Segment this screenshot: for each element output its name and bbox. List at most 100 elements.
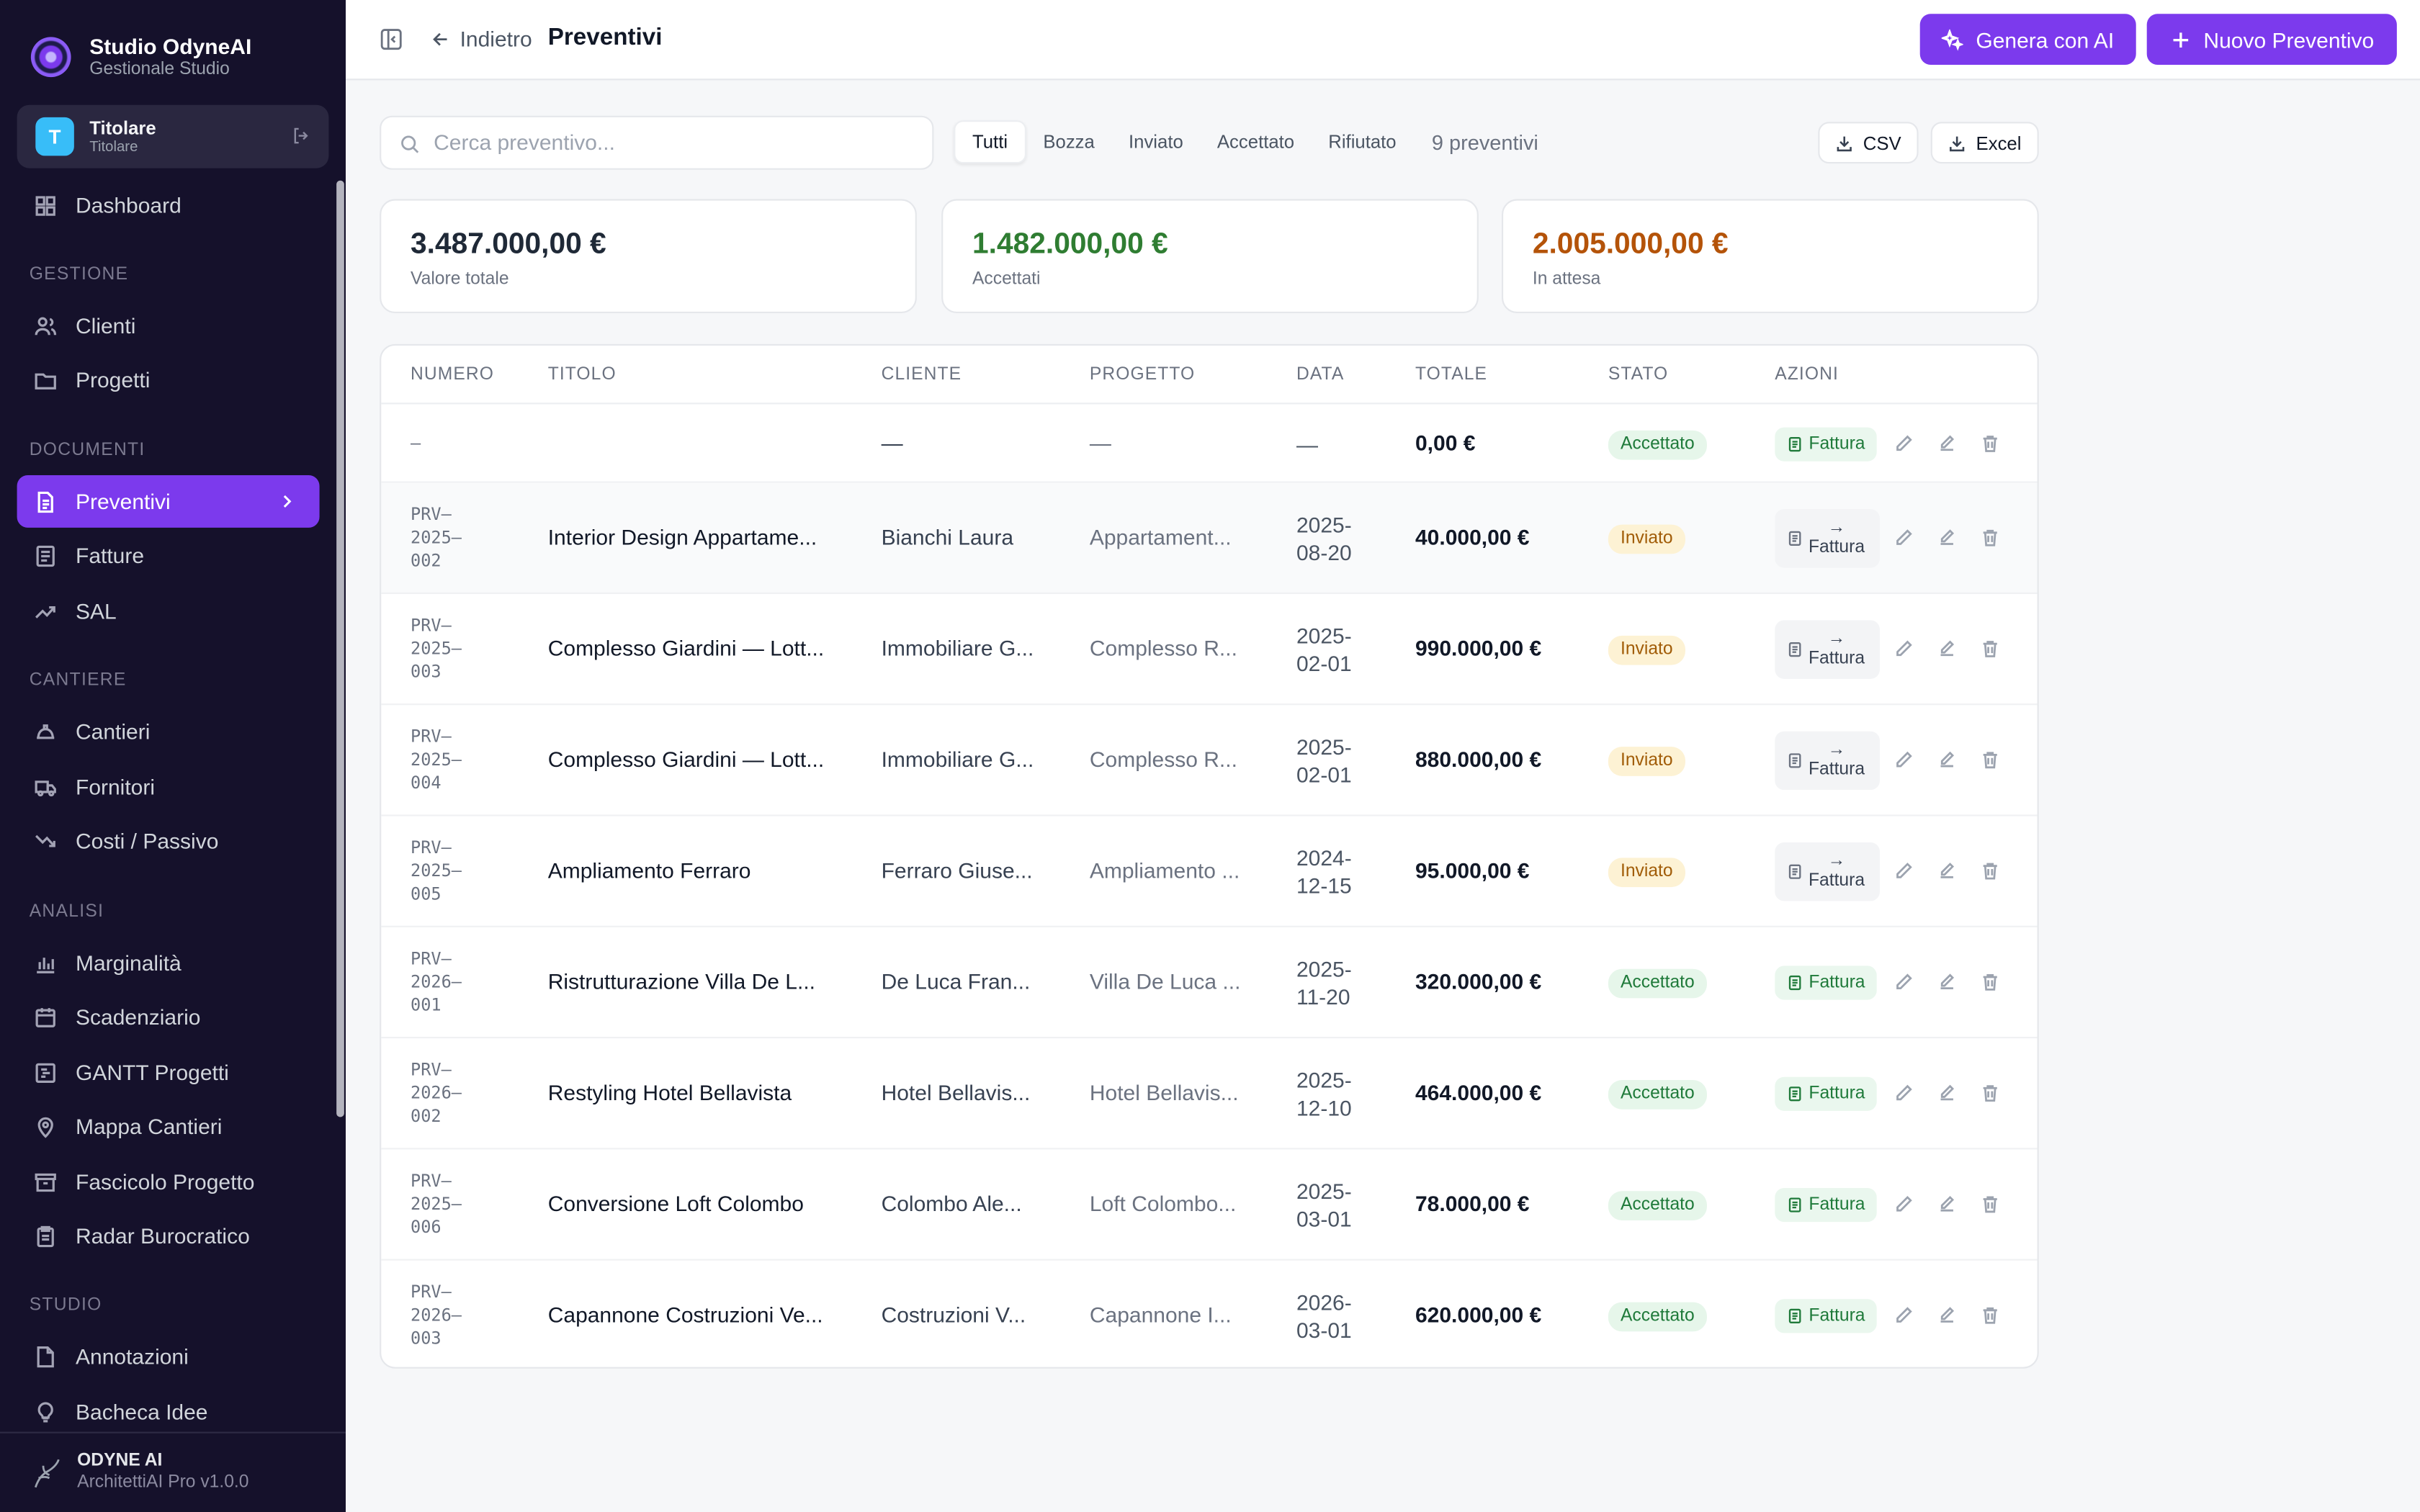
filter-tab-rejected[interactable]: Rifiutato [1328, 131, 1397, 153]
filter-tab-accepted[interactable]: Accettato [1216, 131, 1295, 153]
status-badge: Inviato [1608, 635, 1685, 665]
table-row[interactable]: PRV– 2025– 004 Complesso Giardini — Lott.… [381, 705, 2038, 816]
pencil-icon[interactable] [1894, 1194, 1914, 1215]
pencil-icon[interactable] [1894, 861, 1914, 881]
edit-icon[interactable] [1937, 972, 1957, 992]
invoice-button[interactable]: → Fattura [1775, 620, 1880, 679]
nav-label: Clienti [76, 313, 136, 338]
nav-label: Fascicolo Progetto [76, 1169, 255, 1194]
nav-item-radar[interactable]: Radar Burocratico [17, 1210, 320, 1262]
nav-item-dashboard[interactable]: Dashboard [17, 179, 320, 232]
invoice-button[interactable]: Fattura [1775, 1076, 1878, 1111]
invoice-button[interactable]: Fattura [1775, 1299, 1878, 1333]
sidebar-scrollbar[interactable] [336, 180, 344, 1117]
brand-logo-icon [30, 37, 71, 78]
status-badge: Inviato [1608, 858, 1685, 888]
export-excel-button[interactable]: Excel [1930, 122, 2039, 164]
new-quote-button[interactable]: Nuovo Preventivo [2146, 14, 2397, 65]
filter-tab-sent[interactable]: Inviato [1128, 131, 1183, 153]
column-header-data[interactable]: DATA [1296, 365, 1345, 384]
nav-item-scadenziario[interactable]: Scadenziario [17, 991, 320, 1043]
nav-item-preventivi[interactable]: Preventivi [17, 475, 320, 528]
column-header-titolo[interactable]: TITOLO [547, 365, 617, 384]
trash-icon[interactable] [1980, 1083, 2000, 1103]
trash-icon[interactable] [1980, 1194, 2000, 1215]
invoice-icon [1788, 1308, 1801, 1323]
table-row[interactable]: PRV– 2026– 001 Ristrutturazione Villa De … [381, 927, 2038, 1039]
pencil-icon[interactable] [1894, 1305, 1914, 1326]
column-header-cliente[interactable]: CLIENTE [881, 365, 962, 384]
trash-icon[interactable] [1980, 1305, 2000, 1326]
nav-item-fascicolo[interactable]: Fascicolo Progetto [17, 1156, 320, 1208]
edit-icon[interactable] [1937, 1305, 1957, 1326]
column-header-progetto[interactable]: PROGETTO [1089, 365, 1196, 384]
column-header-totale[interactable]: TOTALE [1415, 365, 1488, 384]
edit-icon[interactable] [1937, 861, 1957, 881]
brand[interactable]: Studio OdyneAI Gestionale Studio [30, 34, 251, 80]
column-header-numero[interactable]: NUMERO [411, 365, 494, 384]
invoice-button[interactable]: → Fattura [1775, 842, 1880, 901]
pencil-icon[interactable] [1894, 750, 1914, 770]
nav-item-mappa[interactable]: Mappa Cantieri [17, 1100, 320, 1153]
back-button[interactable]: Indietro [431, 26, 532, 51]
column-header-stato[interactable]: STATO [1608, 365, 1669, 384]
nav-item-bacheca[interactable]: Bacheca Idee [17, 1385, 320, 1438]
generate-ai-button[interactable]: Genera con AI [1919, 14, 2136, 65]
table-row[interactable]: PRV– 2025– 005 Ampliamento Ferraro Ferraro… [381, 816, 2038, 927]
pencil-icon[interactable] [1894, 972, 1914, 992]
table-row[interactable]: – — — — 0,00 € Accettato Fattura [381, 404, 2038, 483]
edit-icon[interactable] [1937, 1194, 1957, 1215]
filter-tab-draft[interactable]: Bozza [1043, 131, 1095, 153]
sidebar-toggle-icon[interactable] [380, 28, 403, 51]
status-badge: Accettato [1608, 1191, 1707, 1220]
clipboard-icon [37, 1225, 54, 1247]
edit-icon[interactable] [1937, 1083, 1957, 1103]
trash-icon[interactable] [1980, 433, 2000, 453]
invoice-icon [1788, 975, 1801, 991]
edit-icon[interactable] [1937, 750, 1957, 770]
pencil-icon[interactable] [1894, 528, 1914, 548]
stat-value: 3.487.000,00 € [411, 228, 606, 261]
invoice-label: → Fattura [1808, 740, 1865, 780]
user-card[interactable]: T Titolare Titolare [17, 104, 329, 168]
nav-item-clienti[interactable]: Clienti [17, 300, 320, 352]
trash-icon[interactable] [1980, 639, 2000, 659]
edit-icon[interactable] [1937, 433, 1957, 453]
search-input[interactable] [434, 130, 913, 155]
nav-item-marginalita[interactable]: Marginalità [17, 937, 320, 989]
table-row[interactable]: PRV– 2026– 003 Capannone Costruzioni Ve..… [381, 1261, 2037, 1367]
nav-item-cantieri[interactable]: Cantieri [17, 705, 320, 757]
table-row[interactable]: PRV– 2026– 002 Restyling Hotel Bellavista… [381, 1038, 2038, 1150]
pencil-icon[interactable] [1894, 1083, 1914, 1103]
trash-icon[interactable] [1980, 972, 2000, 992]
pencil-icon[interactable] [1894, 433, 1914, 453]
invoice-button[interactable]: Fattura [1775, 1188, 1878, 1223]
nav-item-annotazioni[interactable]: Annotazioni [17, 1330, 320, 1382]
logout-icon[interactable] [292, 127, 310, 145]
table-row[interactable]: PRV– 2025– 003 Complesso Giardini — Lott.… [381, 594, 2038, 706]
nav-item-progetti[interactable]: Progetti [17, 354, 320, 406]
cell-cliente: De Luca Fran... [881, 968, 1031, 994]
invoice-button[interactable]: → Fattura [1775, 509, 1880, 568]
nav-item-costi[interactable]: Costi / Passivo [17, 814, 320, 867]
pencil-icon[interactable] [1894, 639, 1914, 659]
filter-tab-all[interactable]: Tutti [954, 120, 1026, 164]
invoice-label: Fattura [1809, 1084, 1865, 1104]
table-row[interactable]: PRV– 2025– 006 Conversione Loft Colombo Co… [381, 1149, 2038, 1261]
nav-item-fornitori[interactable]: Fornitori [17, 760, 320, 813]
trash-icon[interactable] [1980, 861, 2000, 881]
edit-icon[interactable] [1937, 528, 1957, 548]
nav-item-sal[interactable]: SAL [17, 585, 320, 637]
search-box[interactable] [380, 115, 934, 170]
trash-icon[interactable] [1980, 750, 2000, 770]
export-csv-button[interactable]: CSV [1818, 122, 1919, 164]
invoice-button[interactable]: Fattura [1775, 966, 1878, 1000]
table-row[interactable]: PRV– 2025– 002 Interior Design Appartame.… [381, 482, 2038, 594]
nav-item-gantt[interactable]: GANTT Progetti [17, 1046, 320, 1099]
nav-item-fatture[interactable]: Fatture [17, 529, 320, 582]
edit-icon[interactable] [1937, 639, 1957, 659]
invoice-button[interactable]: Fattura [1775, 426, 1878, 461]
trash-icon[interactable] [1980, 528, 2000, 548]
invoice-button[interactable]: → Fattura [1775, 731, 1880, 791]
cell-progetto: Hotel Bellavis... [1089, 1080, 1239, 1105]
